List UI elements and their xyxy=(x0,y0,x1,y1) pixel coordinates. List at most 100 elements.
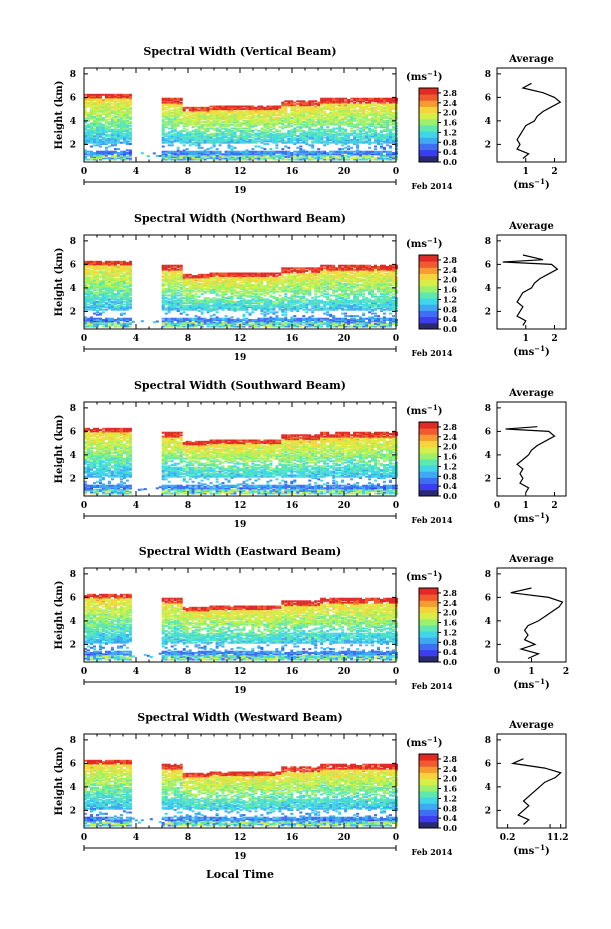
heatmap-cell xyxy=(278,126,281,128)
heatmap-cell xyxy=(278,130,281,132)
y-axis-label: Height (km) xyxy=(54,81,65,150)
heatmap-cell xyxy=(374,107,377,109)
heatmap-cell xyxy=(102,124,105,126)
heatmap-cell xyxy=(213,151,216,153)
heatmap-cell xyxy=(120,94,123,96)
heatmap-cell xyxy=(254,151,257,153)
heatmap-cell xyxy=(305,151,308,153)
heatmap-cell xyxy=(332,151,335,153)
heatmap-cell xyxy=(246,120,249,122)
heatmap-cell xyxy=(374,124,377,126)
heatmap-cell xyxy=(356,144,359,146)
average-y-tick-label: 4 xyxy=(485,117,491,127)
heatmap-cell xyxy=(293,104,296,106)
heatmap-cell xyxy=(377,151,380,153)
heatmap-cell xyxy=(302,121,305,123)
heatmap-cell xyxy=(308,100,311,102)
heatmap-cell xyxy=(129,121,132,123)
heatmap-cell xyxy=(353,157,356,159)
heatmap-cell xyxy=(111,109,114,111)
heatmap-cell xyxy=(117,318,120,320)
heatmap-cell xyxy=(99,94,102,96)
colorbar-swatch xyxy=(419,88,438,95)
spectral-width-figure: Spectral Width (Vertical Beam)24680 4 8 12 1… xyxy=(0,0,611,929)
heatmap-cell xyxy=(219,159,222,161)
heatmap-cell xyxy=(347,156,350,158)
heatmap-cell xyxy=(105,306,108,308)
heatmap-cell xyxy=(117,152,120,154)
heatmap-cell xyxy=(326,159,329,161)
heatmap-cell xyxy=(311,151,314,153)
heatmap-cell xyxy=(356,149,359,151)
heatmap-cell xyxy=(311,116,314,118)
heatmap-cell xyxy=(102,262,105,264)
heatmap-cell xyxy=(195,107,198,109)
heatmap-cell xyxy=(225,106,228,108)
heatmap-cell xyxy=(254,129,257,131)
heatmap-cell xyxy=(195,151,198,153)
heatmap-cell xyxy=(266,139,269,141)
heatmap-cell xyxy=(368,151,371,153)
heatmap-cell xyxy=(320,131,323,133)
heatmap-cell xyxy=(99,122,102,124)
heatmap-cell xyxy=(371,103,374,105)
heatmap-cell xyxy=(290,117,293,119)
heatmap-cell xyxy=(323,111,326,113)
heatmap-cell xyxy=(353,98,356,100)
heatmap-cell xyxy=(383,120,386,122)
heatmap-cell xyxy=(311,129,314,131)
heatmap-cell xyxy=(386,133,389,135)
heatmap-cell xyxy=(111,144,114,146)
average-y-tick-label: 8 xyxy=(485,70,491,80)
heatmap-cell xyxy=(87,102,90,104)
heatmap-cell xyxy=(231,146,234,148)
heatmap-cell xyxy=(243,130,246,132)
heatmap-cell xyxy=(210,151,213,153)
heatmap-cell xyxy=(96,113,99,115)
heatmap-cell xyxy=(249,151,252,153)
heatmap-cell xyxy=(308,157,311,159)
heatmap-cell xyxy=(341,104,344,106)
heatmap-cell xyxy=(189,131,192,133)
y-tick-label: 6 xyxy=(70,93,76,103)
heatmap-cell xyxy=(186,111,189,113)
heatmap-cell xyxy=(99,313,102,315)
heatmap-cell xyxy=(105,118,108,120)
heatmap-cell xyxy=(341,131,344,133)
heatmap-cell xyxy=(201,124,204,126)
heatmap-cell xyxy=(251,130,254,132)
heatmap-cell xyxy=(356,98,359,100)
heatmap-cell xyxy=(350,151,353,153)
heatmap-cell xyxy=(117,94,120,96)
heatmap-cell xyxy=(308,118,311,120)
heatmap-cell xyxy=(377,104,380,106)
heatmap-cell xyxy=(350,128,353,130)
colorbar-tick-label: 1.6 xyxy=(443,118,457,128)
colorbar-tick-label: 0.8 xyxy=(443,137,457,147)
heatmap-cell xyxy=(335,111,338,113)
heatmap-cell xyxy=(177,98,180,100)
heatmap-cell xyxy=(108,134,111,136)
heatmap-cell xyxy=(365,122,368,124)
heatmap-cell xyxy=(237,106,240,108)
heatmap-cell xyxy=(111,117,114,119)
heatmap-cell xyxy=(389,151,392,153)
heatmap-cell xyxy=(275,155,278,157)
heatmap-cell xyxy=(99,261,102,263)
heatmap-cell xyxy=(129,140,132,142)
heatmap-cell xyxy=(213,138,216,140)
heatmap-cell xyxy=(380,151,383,153)
heatmap-cell xyxy=(120,288,123,290)
heatmap-cell xyxy=(377,133,380,135)
heatmap-cell xyxy=(129,94,132,96)
heatmap-cell xyxy=(311,107,314,109)
heatmap-cell xyxy=(87,153,90,155)
heatmap-cell xyxy=(213,157,216,159)
heatmap-cell xyxy=(114,293,117,295)
heatmap-cell xyxy=(314,121,317,123)
heatmap-cell xyxy=(114,116,117,118)
heatmap-cell xyxy=(371,117,374,119)
heatmap-cell xyxy=(210,133,213,135)
heatmap-cell xyxy=(102,271,105,273)
colorbar-tick-label: 0.4 xyxy=(443,147,457,157)
